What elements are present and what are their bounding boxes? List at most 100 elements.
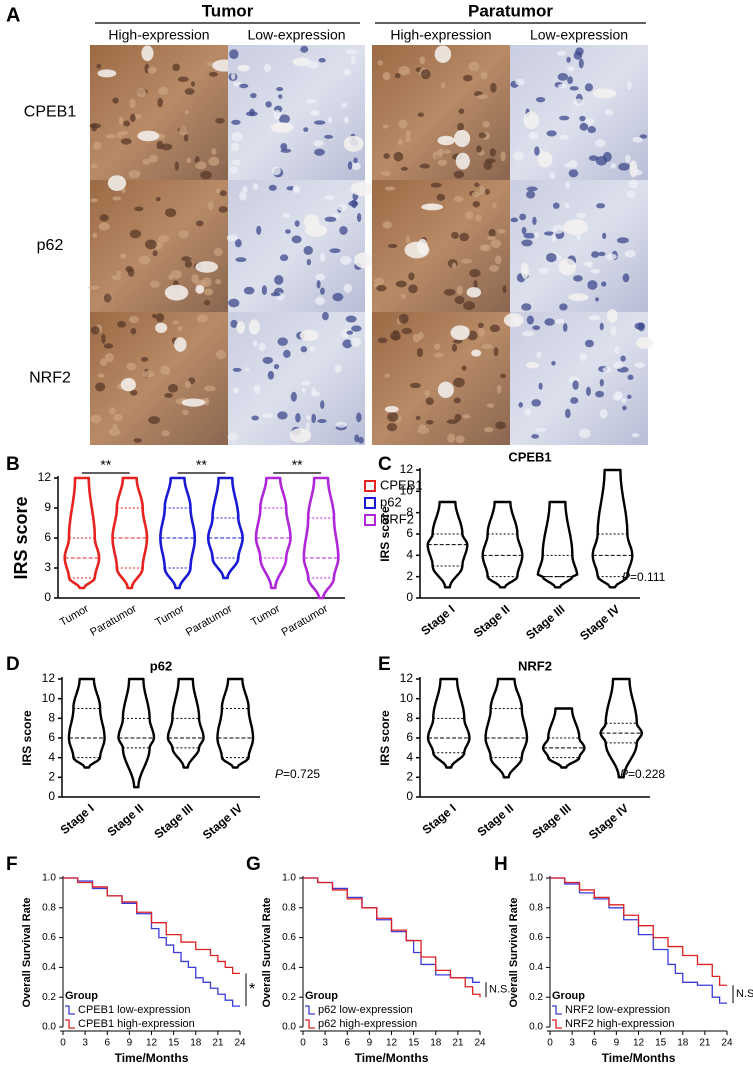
x-tick-label: 21 [212,1038,224,1049]
tissue-cell [126,362,137,371]
tissue-cell [400,166,408,171]
tissue-cell [461,258,472,264]
x-tick-label: 6 [591,1038,597,1049]
annotation: * [249,981,255,998]
tissue-cell [456,285,463,295]
x-tick-label: 15 [408,1038,420,1049]
tissue-cell [381,170,391,177]
tissue-cell [211,148,217,156]
tissue-cell [489,324,500,333]
x-tick-label: 18 [190,1038,202,1049]
tissue-cell [250,92,257,99]
tissue-space [563,219,589,235]
x-tick-label: Stage IV [586,801,631,842]
tissue-cell [345,48,358,55]
tissue-cell [455,435,465,444]
tissue-cell [96,63,102,69]
tissue-cell [231,159,241,166]
tissue-cell [320,287,325,295]
p-symbol: P [622,570,630,584]
survival-curve [63,877,240,1007]
tissue-cell [311,386,317,397]
x-tick-label: 9 [127,1038,133,1049]
tissue-cell [488,265,499,272]
tissue-space [606,309,618,323]
tissue-cell [477,327,486,337]
y-axis-label: Overall Survival Rate [508,897,520,1007]
tissue-cell [602,367,612,373]
violin [63,476,101,590]
tissue-cell [315,273,326,281]
tissue-cell [599,408,608,419]
tissue-cell [242,185,248,194]
tissue-cell [351,162,361,170]
tissue-cell [453,195,464,202]
x-tick-label: 0 [547,1038,553,1049]
column-label: Low-expression [247,27,345,43]
tissue-cell [235,257,247,263]
tissue-cell [127,267,135,277]
tissue-cell [531,434,540,439]
x-tick-label: 0 [300,1038,306,1049]
tissue-cell [120,253,127,259]
tissue-cell [500,151,506,162]
tissue-cell [196,314,208,323]
tissue-cell [588,155,599,161]
tissue-cell [142,158,151,165]
legend-swatch [65,1019,75,1029]
tissue-cell [301,387,306,393]
tissue-cell [155,313,165,323]
tissue-cell [158,235,170,243]
x-tick-label: Stage IV [200,801,245,842]
tissue-cell [319,252,326,262]
tissue-cell [305,415,312,420]
y-tick-label: 10 [400,691,414,705]
tissue-cell [533,232,540,238]
tissue-space [526,361,540,369]
y-tick-label: 2 [406,770,413,784]
tissue-cell [447,433,456,443]
tissue-cell [472,201,481,208]
tissue-cell [276,87,284,92]
tissue-cell [588,315,601,321]
tissue-cell [538,382,543,390]
tissue-cell [610,163,617,169]
tissue-cell [387,412,399,422]
tissue-background [510,180,648,312]
tissue-cell [358,436,364,444]
tissue-cell [181,256,192,262]
p-value: P=0.725 [275,767,320,781]
survival-curve [550,877,727,1004]
tissue-space [107,175,127,191]
tissue-cell [309,109,320,116]
tissue-cell [521,239,533,247]
tissue-cell [98,222,110,231]
tissue-cell [306,99,317,104]
significance-label: ** [100,457,111,473]
tissue-cell [436,193,446,201]
tissue-cell [182,409,189,416]
tissue-cell [129,98,136,109]
tissue-cell [278,94,283,99]
tissue-cell [343,116,349,124]
tissue-cell [569,86,579,91]
p-number: =0.111 [630,570,666,584]
tissue-cell [109,407,116,415]
tissue-cell [398,66,411,76]
tissue-space [181,398,206,407]
tissue-cell [416,347,424,358]
tissue-cell [376,284,387,292]
y-tick-label: 1.0 [529,873,543,884]
p-symbol: P [620,767,628,781]
tissue-cell [234,239,242,248]
x-tick-label: 15 [168,1038,180,1049]
x-tick-label: 9 [614,1038,620,1049]
tissue-cell [469,269,481,278]
tissue-cell [535,97,546,103]
chart-title: CPEB1 [508,449,551,464]
violin [111,476,149,590]
tissue-cell [478,322,484,329]
tissue-cell [207,200,214,211]
tissue-cell [377,60,384,66]
tissue-space [520,262,529,279]
